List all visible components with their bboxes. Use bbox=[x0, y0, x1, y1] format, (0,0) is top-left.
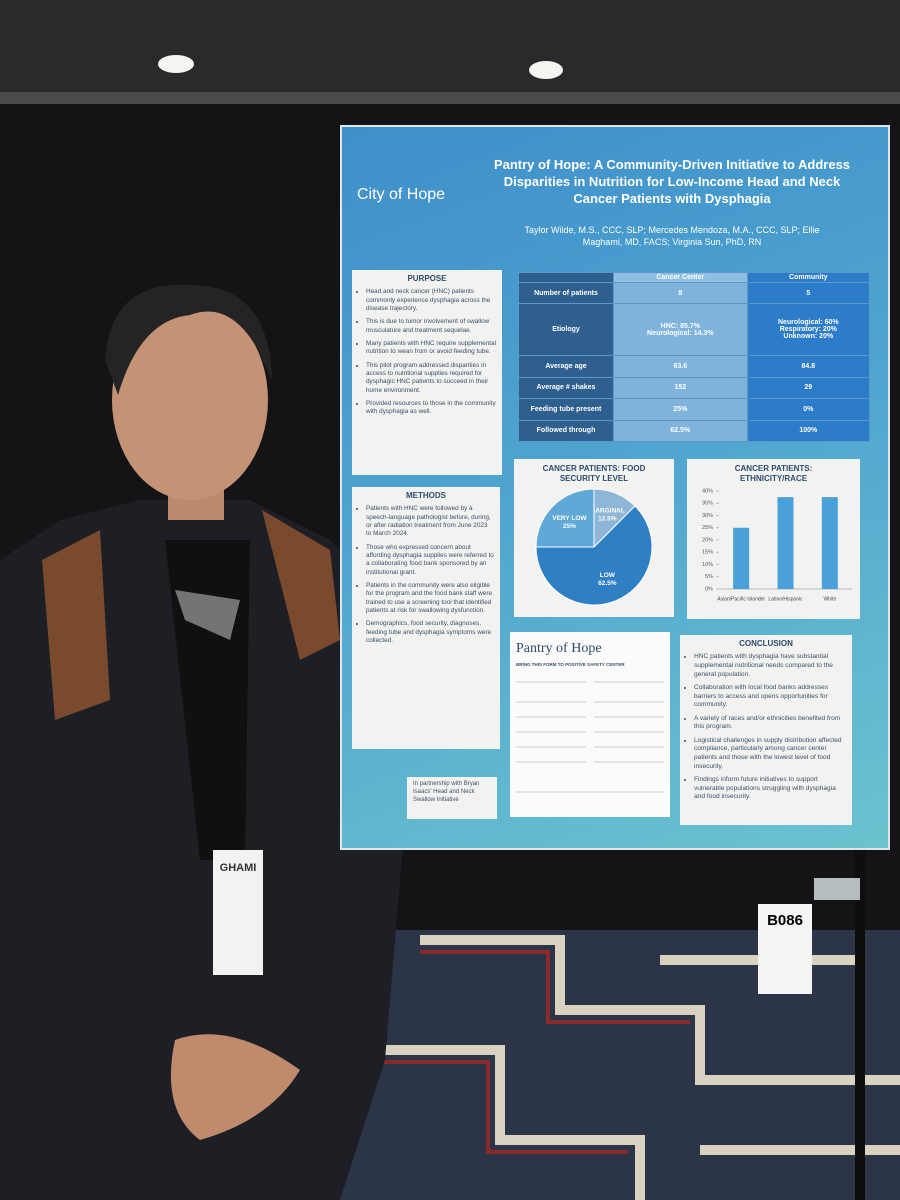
list-item: A variety of races and/or ethnicities be… bbox=[694, 715, 846, 732]
row-label: Number of patients bbox=[518, 281, 614, 305]
x-tick-label: Asian/Pacific Islander bbox=[717, 596, 765, 602]
table-cell: Neurological: 60% Respiratory: 20% Unkno… bbox=[746, 303, 871, 357]
row-label: Feeding tube present bbox=[518, 398, 614, 421]
table-row: Etiology HNC: 85.7% Neurological: 14.3% Ne… bbox=[518, 303, 871, 357]
methods-box: METHODS Patients with HNC were followed … bbox=[352, 487, 500, 749]
slice-label: MARGINAL bbox=[590, 507, 625, 514]
list-item: Many patients with HNC require supplemen… bbox=[366, 340, 496, 357]
section-heading: CONCLUSION bbox=[739, 639, 793, 648]
table-row: Feeding tube present 25% 0% bbox=[518, 398, 871, 421]
poster-title: Pantry of Hope: A Community-Driven Initi… bbox=[493, 157, 851, 206]
results-table: Cancer Center Community Number of patien… bbox=[518, 272, 871, 442]
y-tick-label: 30% bbox=[702, 513, 713, 519]
y-tick-label: 20% bbox=[702, 537, 713, 543]
table-row: Average age 63.6 84.8 bbox=[518, 355, 871, 378]
bar bbox=[777, 496, 794, 589]
booth-sign: B086 bbox=[758, 904, 812, 994]
list-item: Collaboration with local food banks addr… bbox=[694, 684, 846, 710]
partnership-box: In partnership with Bryan Isaacs' Head a… bbox=[407, 777, 497, 819]
purpose-list: Head and neck cancer (HNC) patients comm… bbox=[358, 288, 496, 416]
pie-slice bbox=[535, 505, 653, 606]
bar bbox=[733, 527, 750, 589]
y-tick-label: 10% bbox=[702, 562, 713, 568]
slice-value: 25% bbox=[563, 523, 576, 530]
poster: City of Hope Pantry of Hope: A Community… bbox=[340, 125, 890, 850]
pie-slice bbox=[535, 488, 595, 548]
table-row: Number of patients 8 5 bbox=[518, 281, 871, 305]
list-item: Demographics, food security, diagnoses, … bbox=[366, 620, 494, 645]
form-title: Pantry of Hope bbox=[516, 641, 602, 656]
list-item: This is due to tumor involvement of swal… bbox=[366, 318, 496, 335]
conclusion-list: HNC patients with dysphagia have substan… bbox=[686, 653, 846, 801]
y-tick-label: 40% bbox=[702, 488, 713, 494]
table-cell: 84.8 bbox=[746, 355, 871, 378]
table-cell: 63.6 bbox=[613, 355, 748, 378]
table-cell: 0% bbox=[746, 398, 871, 421]
list-item: This pilot program addressed disparities… bbox=[366, 362, 496, 395]
row-label: Etiology bbox=[518, 303, 614, 357]
y-tick-label: 5% bbox=[705, 574, 713, 580]
y-tick-label: 0% bbox=[705, 586, 713, 592]
list-item: Patients with HNC were followed by a spe… bbox=[366, 505, 494, 538]
table-cell: 8 bbox=[613, 281, 748, 305]
y-tick-label: 35% bbox=[702, 500, 713, 506]
row-label: Average # shakes bbox=[518, 376, 614, 400]
slice-label: VERY LOW bbox=[552, 515, 587, 522]
y-tick-label: 25% bbox=[702, 525, 713, 531]
list-item: Those who expressed concern about afford… bbox=[366, 544, 494, 577]
badge-name: GHAMI bbox=[220, 862, 257, 874]
table-cell: HNC: 85.7% Neurological: 14.3% bbox=[613, 303, 748, 357]
section-heading: PURPOSE bbox=[407, 274, 447, 283]
bar bbox=[821, 496, 838, 589]
chart-title: CANCER PATIENTS: ETHNICITY/RACE bbox=[734, 464, 813, 484]
slice-value: 62.5% bbox=[598, 580, 617, 587]
logo: City of Hope bbox=[357, 186, 446, 203]
list-item: Patients in the community were also elig… bbox=[366, 582, 494, 615]
table-row: Followed through 62.5% 100% bbox=[518, 419, 871, 442]
row-label: Followed through bbox=[518, 419, 614, 442]
pie-chart-box: CANCER PATIENTS: FOOD SECURITY LEVEL MAR… bbox=[514, 459, 674, 617]
form-heading: BRING THIS FORM TO POSITIVE SAFETY CENTE… bbox=[516, 662, 625, 668]
section-heading: METHODS bbox=[406, 491, 446, 500]
x-tick-label: Latino/Hispanic bbox=[768, 596, 803, 602]
slice-label: LOW bbox=[600, 572, 616, 579]
slice-value: 12.5% bbox=[598, 515, 617, 522]
y-tick-label: 15% bbox=[702, 549, 713, 555]
bar-chart-box: CANCER PATIENTS: ETHNICITY/RACE 0% 5% 10% 1… bbox=[687, 459, 860, 619]
table-row: Average # shakes 152 29 bbox=[518, 376, 871, 400]
x-tick-label: White bbox=[823, 596, 836, 602]
table-corner bbox=[518, 272, 614, 283]
purpose-box: PURPOSE Head and neck cancer (HNC) patie… bbox=[352, 270, 502, 475]
column-header: Cancer Center bbox=[613, 272, 748, 283]
form-lines bbox=[516, 681, 664, 793]
conclusion-box: CONCLUSION HNC patients with dysphagia h… bbox=[680, 635, 852, 825]
table-cell: 29 bbox=[746, 376, 871, 400]
authors: Taylor Wilde, M.S., CCC, SLP; Mercedes M… bbox=[524, 225, 820, 248]
methods-list: Patients with HNC were followed by a spe… bbox=[358, 505, 494, 645]
list-item: Findings inform future initiatives to su… bbox=[694, 776, 846, 802]
list-item: HNC patients with dysphagia have substan… bbox=[694, 653, 846, 679]
form-box: Pantry of Hope BRING THIS FORM TO POSITI… bbox=[510, 632, 670, 817]
table-cell: 100% bbox=[746, 419, 871, 442]
table-cell: 152 bbox=[613, 376, 748, 400]
list-item: Head and neck cancer (HNC) patients comm… bbox=[366, 288, 496, 313]
chart-title: CANCER PATIENTS: FOOD SECURITY LEVEL bbox=[542, 464, 646, 484]
list-item: Logistical challenges in supply distribu… bbox=[694, 737, 846, 771]
table-cell: 62.5% bbox=[613, 419, 748, 442]
column-header: Community bbox=[746, 272, 871, 283]
bar-chart: 0% 5% 10% 15% 20% 25% 30% 35% 40% Asian/Pacific I… bbox=[702, 488, 852, 602]
table-cell: 5 bbox=[746, 281, 871, 305]
table-cell: 25% bbox=[613, 398, 748, 421]
list-item: Provided resources to those in the commu… bbox=[366, 400, 496, 417]
row-label: Average age bbox=[518, 355, 614, 378]
